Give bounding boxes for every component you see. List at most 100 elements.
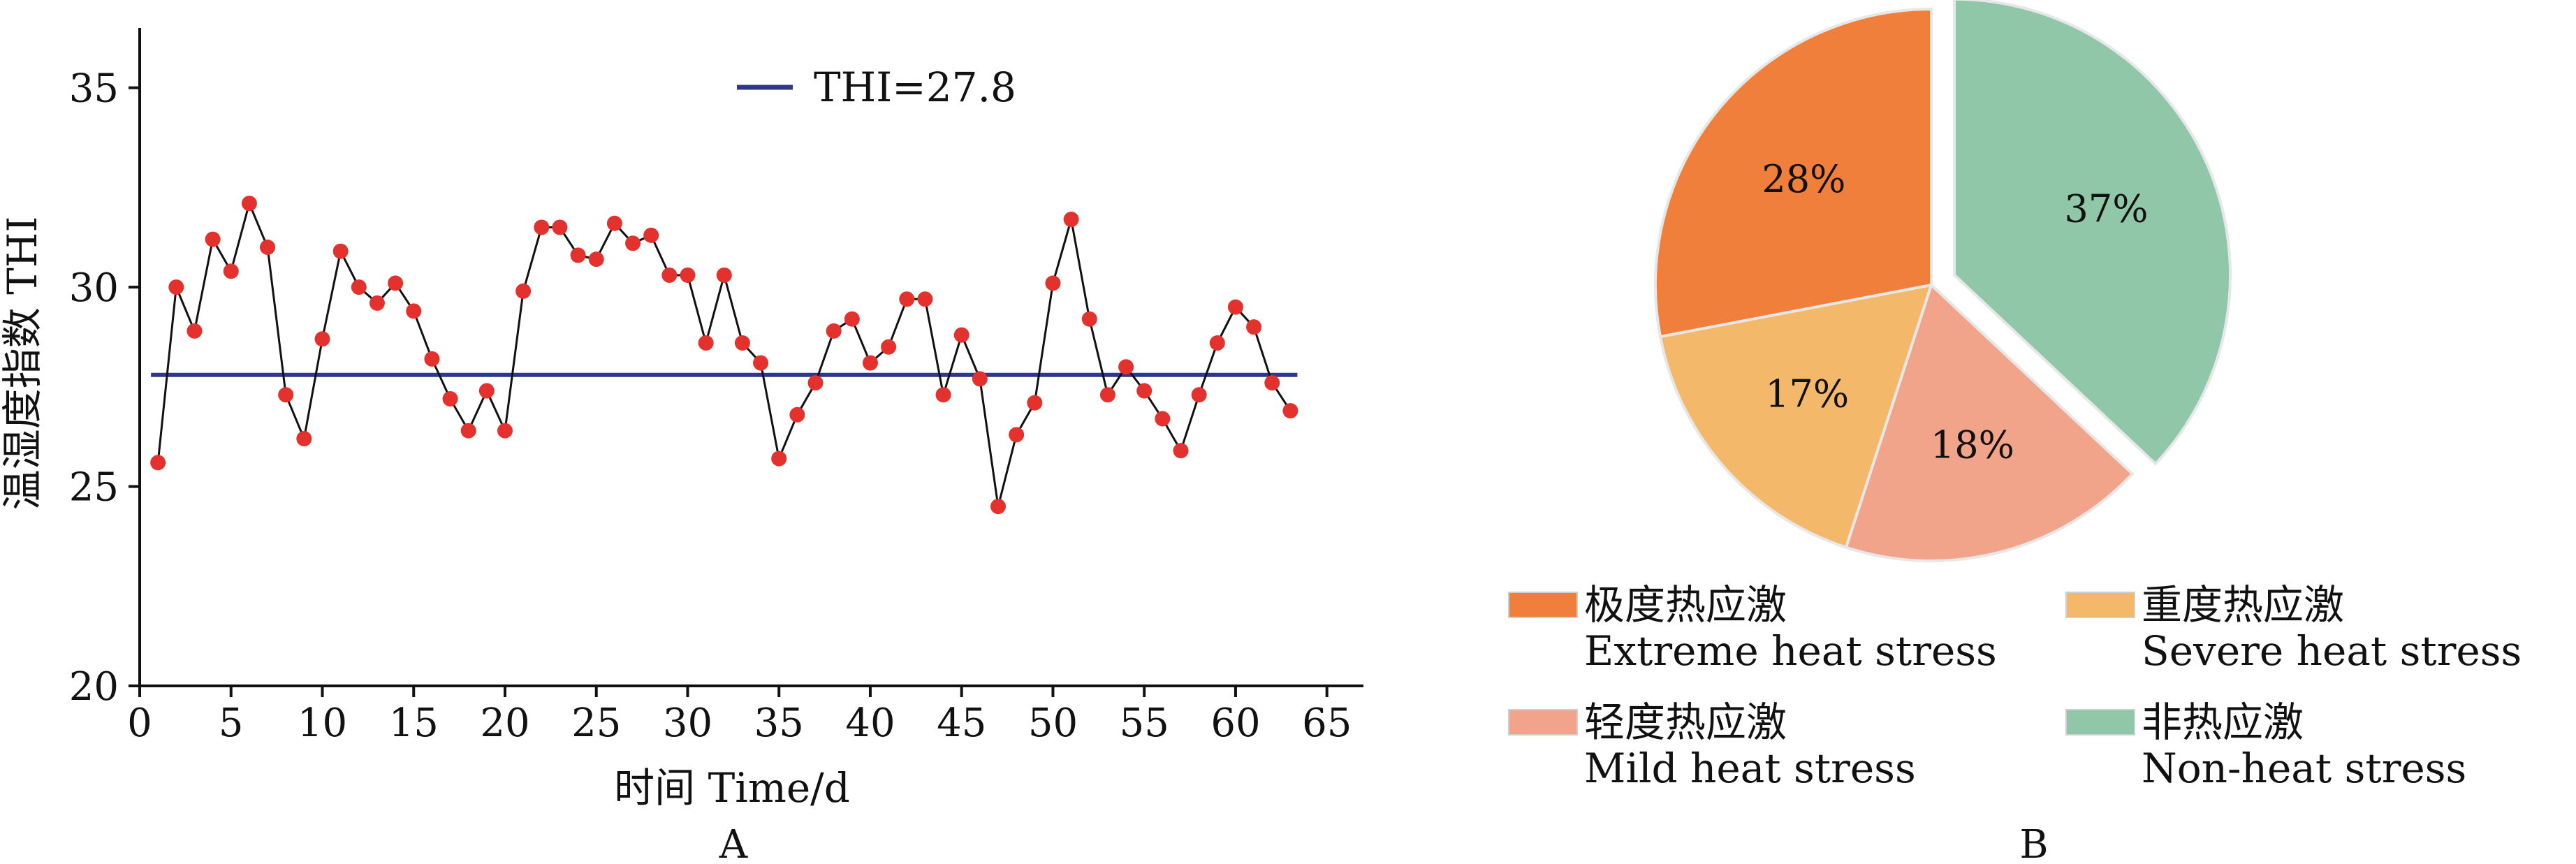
- thi-data-point: [771, 451, 787, 467]
- thi-data-point: [351, 279, 367, 295]
- legend-label-en: Non-heat stress: [2142, 745, 2466, 792]
- x-tick-label: 0: [127, 701, 152, 746]
- thi-data-point: [680, 267, 696, 283]
- pie-slice-label: 18%: [1931, 423, 2014, 467]
- x-axis-title: 时间 Time/d: [614, 764, 850, 812]
- y-axis-title: 温湿度指数 THI: [0, 217, 46, 511]
- thi-data-point: [1009, 427, 1025, 443]
- x-tick-label: 55: [1120, 701, 1169, 746]
- thi-data-point: [314, 331, 330, 347]
- thi-data-point: [789, 407, 805, 423]
- thi-data-point: [278, 387, 294, 403]
- thi-data-point: [972, 371, 988, 387]
- y-ticks: 20 25 30 35: [69, 66, 140, 710]
- x-tick-label: 25: [571, 701, 621, 746]
- thi-series-line: [156, 200, 1291, 507]
- thi-data-point: [1155, 411, 1171, 427]
- legend-label-zh: 重度热应激: [2142, 581, 2344, 629]
- thi-data-point: [497, 423, 513, 439]
- thi-data-point: [1209, 335, 1225, 351]
- thi-data-point: [388, 275, 404, 291]
- thi-data-point: [917, 291, 933, 307]
- x-tick-label: 10: [298, 701, 347, 746]
- thi-data-point: [1227, 299, 1243, 315]
- legend-label-thi: THI=27.8: [814, 64, 1016, 111]
- pie-slices: [1654, 0, 2232, 562]
- legend-swatch: [1508, 592, 1578, 618]
- thi-data-point: [1173, 443, 1189, 459]
- thi-data-point: [935, 387, 951, 403]
- thi-data-point: [570, 247, 586, 263]
- thi-data-point: [734, 335, 750, 351]
- thi-data-point: [1136, 383, 1152, 399]
- thi-data-point: [241, 196, 257, 212]
- thi-data-point: [478, 383, 495, 399]
- y-tick-label: 20: [69, 664, 119, 710]
- legend-label-en: Mild heat stress: [1584, 745, 1916, 792]
- x-tick-label: 5: [219, 701, 244, 746]
- pie-slice-label: 28%: [1762, 157, 1845, 201]
- thi-data-point: [588, 251, 604, 268]
- legend-label-en: Severe heat stress: [2142, 627, 2522, 675]
- line-chart-panel-a: 0 5 10 15 20 25 30 35 40 45 50 55 60 65 20 25 30 35 THI=…: [0, 28, 1363, 864]
- thi-data-point: [1027, 395, 1043, 411]
- thi-data-point: [205, 231, 221, 247]
- thi-data-point: [1264, 375, 1280, 391]
- thi-data-point: [223, 263, 239, 279]
- thi-data-point: [698, 335, 714, 351]
- pie-slice: [1844, 282, 2135, 562]
- thi-data-point: [881, 339, 897, 355]
- legend-label-zh: 非热应激: [2142, 698, 2304, 746]
- thi-data-point: [1063, 212, 1079, 228]
- legend-swatch: [2065, 709, 2135, 735]
- thi-data-point: [406, 303, 422, 319]
- x-ticks: 0 5 10 15 20 25 30 35 40 45 50 55 60 65: [127, 686, 1352, 746]
- thi-data-point: [150, 455, 166, 471]
- legend-swatch: [2065, 592, 2135, 618]
- pie-slice: [1654, 7, 1933, 339]
- pie-slice: [1658, 283, 1933, 550]
- legend-swatch: [1508, 709, 1578, 735]
- pie-slice-label: 37%: [2065, 187, 2149, 231]
- x-tick-label: 45: [937, 701, 986, 746]
- thi-data-point: [716, 267, 732, 283]
- legend-label-zh: 极度热应激: [1584, 581, 1787, 629]
- thi-data-point: [1282, 403, 1298, 419]
- panel-label-b: B: [2019, 822, 2048, 861]
- thi-data-point: [552, 219, 568, 235]
- thi-data-point: [442, 390, 458, 407]
- thi-data-point: [332, 243, 349, 259]
- thi-data-point: [424, 351, 440, 367]
- thi-series-points: [150, 196, 1298, 515]
- thi-data-point: [625, 235, 641, 251]
- thi-data-point: [1081, 311, 1097, 327]
- thi-data-point: [807, 375, 824, 391]
- thi-data-point: [168, 279, 184, 295]
- x-tick-label: 65: [1302, 701, 1352, 746]
- pie-slice-labels: 37% 18% 17% 28%: [1762, 157, 2148, 467]
- thi-data-point: [1246, 319, 1262, 335]
- x-tick-label: 15: [389, 701, 439, 746]
- x-tick-label: 50: [1028, 701, 1078, 746]
- thi-data-point: [899, 291, 915, 307]
- x-tick-label: 20: [480, 701, 529, 746]
- thi-data-point: [753, 355, 769, 371]
- y-tick-label: 25: [69, 465, 119, 511]
- thi-data-point: [990, 499, 1007, 515]
- thi-data-point: [661, 267, 678, 283]
- thi-data-point: [826, 323, 842, 339]
- pie-slice-label: 17%: [1765, 372, 1849, 416]
- thi-data-point: [953, 327, 969, 343]
- thi-data-point: [606, 215, 622, 231]
- thi-data-point: [1191, 387, 1207, 403]
- legend-label-en: Extreme heat stress: [1584, 627, 1997, 675]
- thi-data-point: [515, 283, 532, 299]
- thi-data-point: [1045, 275, 1061, 291]
- pie-slice: [1953, 0, 2232, 466]
- thi-data-point: [1099, 387, 1115, 403]
- thi-data-point: [296, 431, 312, 447]
